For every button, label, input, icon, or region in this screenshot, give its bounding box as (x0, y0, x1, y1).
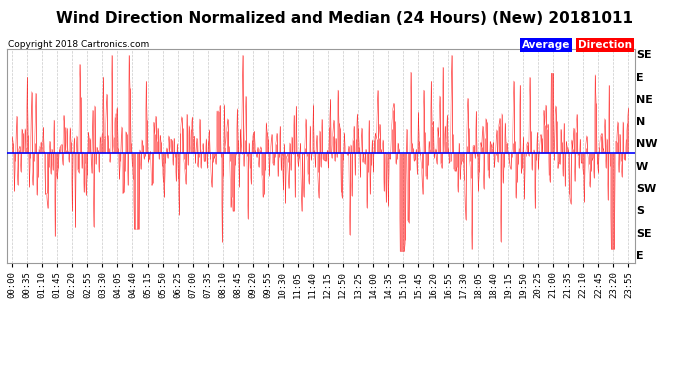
Text: Wind Direction Normalized and Median (24 Hours) (New) 20181011: Wind Direction Normalized and Median (24… (57, 11, 633, 26)
Text: Copyright 2018 Cartronics.com: Copyright 2018 Cartronics.com (8, 40, 149, 49)
Text: E: E (636, 251, 644, 261)
Text: Average: Average (522, 40, 570, 50)
Text: Direction: Direction (578, 40, 632, 50)
Text: W: W (636, 162, 649, 172)
Text: SE: SE (636, 228, 651, 238)
Text: SE: SE (636, 50, 651, 60)
Text: S: S (636, 206, 644, 216)
Text: SW: SW (636, 184, 656, 194)
Text: E: E (636, 73, 644, 83)
Text: N: N (636, 117, 645, 127)
Text: NE: NE (636, 95, 653, 105)
Text: NW: NW (636, 140, 658, 150)
